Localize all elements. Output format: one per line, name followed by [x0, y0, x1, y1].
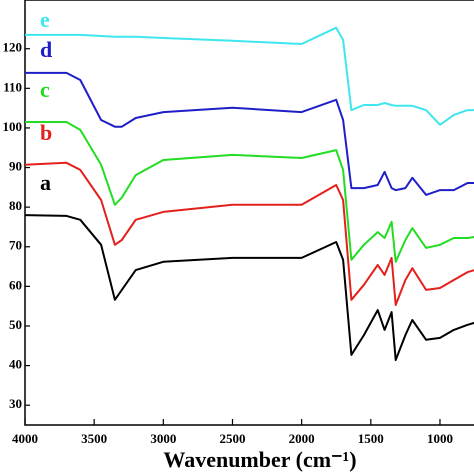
spectrum-line: [24, 161, 474, 306]
x-tick-label: 2000: [289, 431, 315, 446]
y-tick-label: 110: [3, 79, 22, 94]
spectrum-line: [25, 121, 474, 263]
spectrum-line: [25, 26, 474, 126]
y-tick-label: 60: [9, 277, 22, 292]
y-tick-label: 100: [3, 119, 23, 134]
spectrum-line: [25, 71, 474, 196]
y-tick-label: 90: [9, 159, 22, 174]
x-tick-label: 4000: [12, 431, 38, 446]
y-tick-label: 40: [9, 357, 22, 372]
plot-frame: [24, 0, 474, 426]
y-tick-label: 80: [9, 198, 22, 213]
series-label: d: [40, 37, 52, 62]
x-tick-label: 1000: [427, 431, 453, 446]
spectrum-line: [24, 214, 474, 361]
x-axis-label: Wavenumber (cm⁻¹): [163, 447, 356, 472]
y-tick-label: 30: [9, 396, 22, 411]
y-tick-label: 120: [3, 40, 23, 55]
series-label: a: [40, 170, 51, 195]
x-tick-label: 3500: [81, 431, 107, 446]
x-tick-label: 2500: [219, 431, 245, 446]
series-label: b: [40, 120, 52, 145]
y-tick-label: 50: [9, 317, 22, 332]
series-label: c: [40, 77, 50, 102]
y-tick-label: 70: [9, 238, 22, 253]
series-label: e: [40, 7, 50, 32]
x-tick-label: 1500: [358, 431, 384, 446]
x-tick-label: 3000: [150, 431, 176, 446]
